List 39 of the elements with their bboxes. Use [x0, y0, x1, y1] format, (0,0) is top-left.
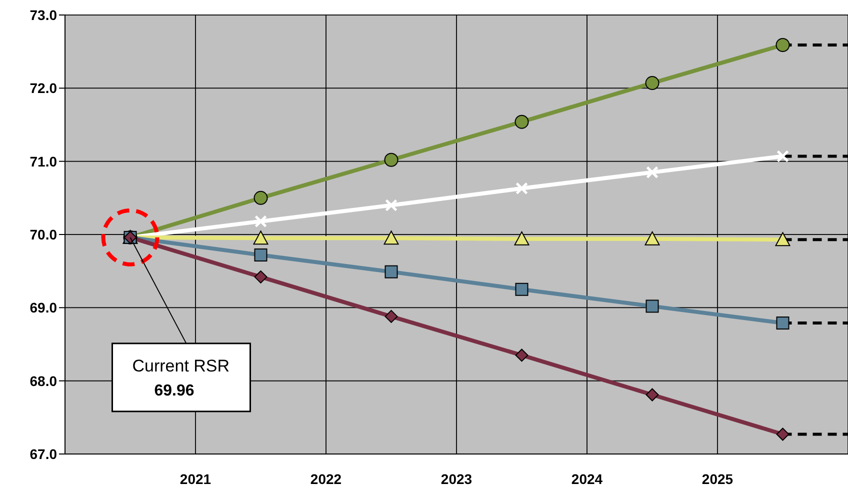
y-tick-label: 71.0	[30, 153, 58, 170]
x-tick-label: 2023	[440, 470, 472, 487]
x-tick-label: 2022	[310, 470, 342, 487]
y-tick-label: 72.0	[30, 80, 58, 96]
point	[253, 230, 268, 245]
point	[644, 231, 660, 246]
point	[645, 76, 660, 90]
x-tick-label: 2025	[702, 470, 734, 487]
y-tick-label: 73.0	[30, 6, 58, 23]
point	[646, 300, 659, 313]
point	[776, 150, 789, 162]
point	[646, 388, 659, 402]
point	[516, 182, 528, 195]
x-tick-label: 2021	[180, 470, 212, 487]
point	[384, 310, 398, 323]
point	[385, 198, 398, 212]
point	[776, 316, 790, 330]
point	[646, 166, 658, 179]
annotation: 69.96	[154, 382, 194, 400]
point	[514, 114, 529, 129]
point	[254, 270, 268, 284]
point	[776, 38, 790, 52]
point	[384, 152, 398, 167]
point	[254, 215, 267, 228]
point	[515, 348, 528, 362]
point	[775, 232, 790, 246]
y-tick-label: 70.0	[30, 226, 58, 242]
point	[384, 230, 399, 245]
point	[254, 190, 268, 205]
annotation: Current RSR	[132, 356, 230, 376]
point	[514, 231, 530, 246]
point	[254, 248, 268, 262]
y-tick-label: 68.0	[30, 372, 58, 389]
y-tick-label: 67.0	[30, 446, 58, 462]
point	[515, 282, 528, 296]
x-tick-label: 2024	[571, 470, 603, 487]
point	[384, 265, 398, 278]
point	[776, 428, 790, 441]
y-tick-label: 69.0	[30, 300, 58, 316]
